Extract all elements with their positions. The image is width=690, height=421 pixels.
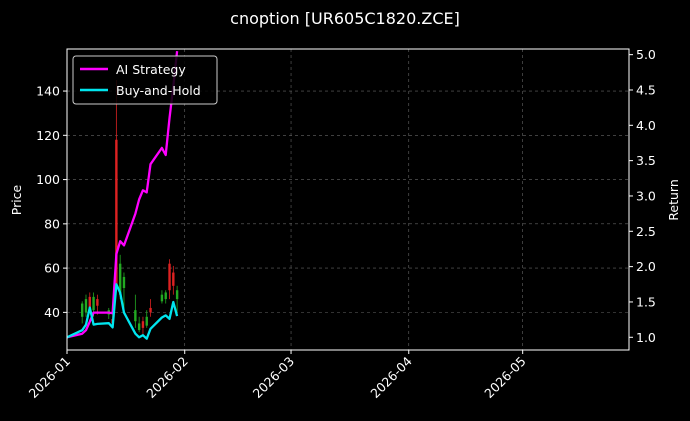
- candle-body: [80, 303, 84, 317]
- grid: [66, 49, 629, 350]
- x-axis: 2026-01 2026-02 2026-03 2026-04 2026-05: [26, 350, 529, 401]
- candle-body: [168, 263, 171, 291]
- candle-body: [115, 139, 118, 286]
- x-tick-label: 2026-02: [143, 354, 191, 402]
- candle-body: [145, 316, 148, 326]
- candle-body: [172, 272, 175, 286]
- y2-tick-label: 4.0: [636, 118, 656, 133]
- candle-body: [160, 294, 164, 302]
- chart-title: cnoption [UR605C1820.ZCE]: [230, 9, 460, 28]
- candle-body: [137, 323, 141, 331]
- legend: AI Strategy Buy-and-Hold: [72, 55, 218, 105]
- x-tick-label: 2026-03: [250, 354, 298, 402]
- candle-body: [92, 296, 95, 311]
- candle-body: [88, 296, 91, 308]
- candle-body: [141, 321, 145, 328]
- y-axis-right: 1.0 1.5 2.0 2.5 3.0 3.5 4.0 4.5 5.0: [629, 47, 656, 345]
- legend-box: [72, 55, 218, 105]
- plot-frame: [66, 48, 630, 351]
- series-line-buy-and-hold: [66, 283, 179, 340]
- legend-label-ai-strategy: AI Strategy: [116, 62, 186, 77]
- y-tick-label: 120: [36, 128, 60, 143]
- y2-tick-label: 5.0: [636, 47, 656, 62]
- candle-body: [164, 292, 167, 300]
- y2-tick-label: 4.5: [636, 82, 656, 97]
- candles: [80, 79, 179, 335]
- y-tick-label: 80: [44, 216, 60, 231]
- y2-tick-label: 3.0: [636, 188, 656, 203]
- candle-body: [134, 310, 137, 322]
- x-tick-label: 2026-05: [481, 354, 529, 402]
- candle-body: [84, 299, 88, 313]
- y-tick-label: 100: [36, 172, 60, 187]
- y-tick-label: 140: [36, 84, 60, 99]
- y-tick-label: 40: [44, 305, 60, 320]
- y2-tick-label: 2.0: [636, 259, 656, 274]
- candle-body: [96, 299, 99, 306]
- y-axis-left: 40 60 80 100 120 140: [36, 84, 67, 320]
- y-axis-label: Price: [9, 184, 24, 215]
- x-tick-label: 2026-04: [367, 353, 415, 401]
- legend-label-buy-and-hold: Buy-and-Hold: [116, 83, 201, 98]
- y2-tick-label: 1.0: [636, 330, 656, 345]
- y2-tick-label: 3.5: [636, 153, 656, 168]
- candle-body: [122, 276, 126, 289]
- y-tick-label: 60: [44, 261, 60, 276]
- candle-body: [118, 263, 122, 295]
- x-tick-label: 2026-01: [26, 354, 74, 402]
- y2-tick-label: 2.5: [636, 224, 656, 239]
- y2-tick-label: 1.5: [636, 294, 656, 309]
- series-line-ai-strategy: [66, 50, 179, 339]
- series-lines: [66, 50, 179, 340]
- candle-body: [175, 290, 179, 300]
- y2-axis-label: Return: [666, 179, 681, 220]
- candle-body: [149, 307, 152, 313]
